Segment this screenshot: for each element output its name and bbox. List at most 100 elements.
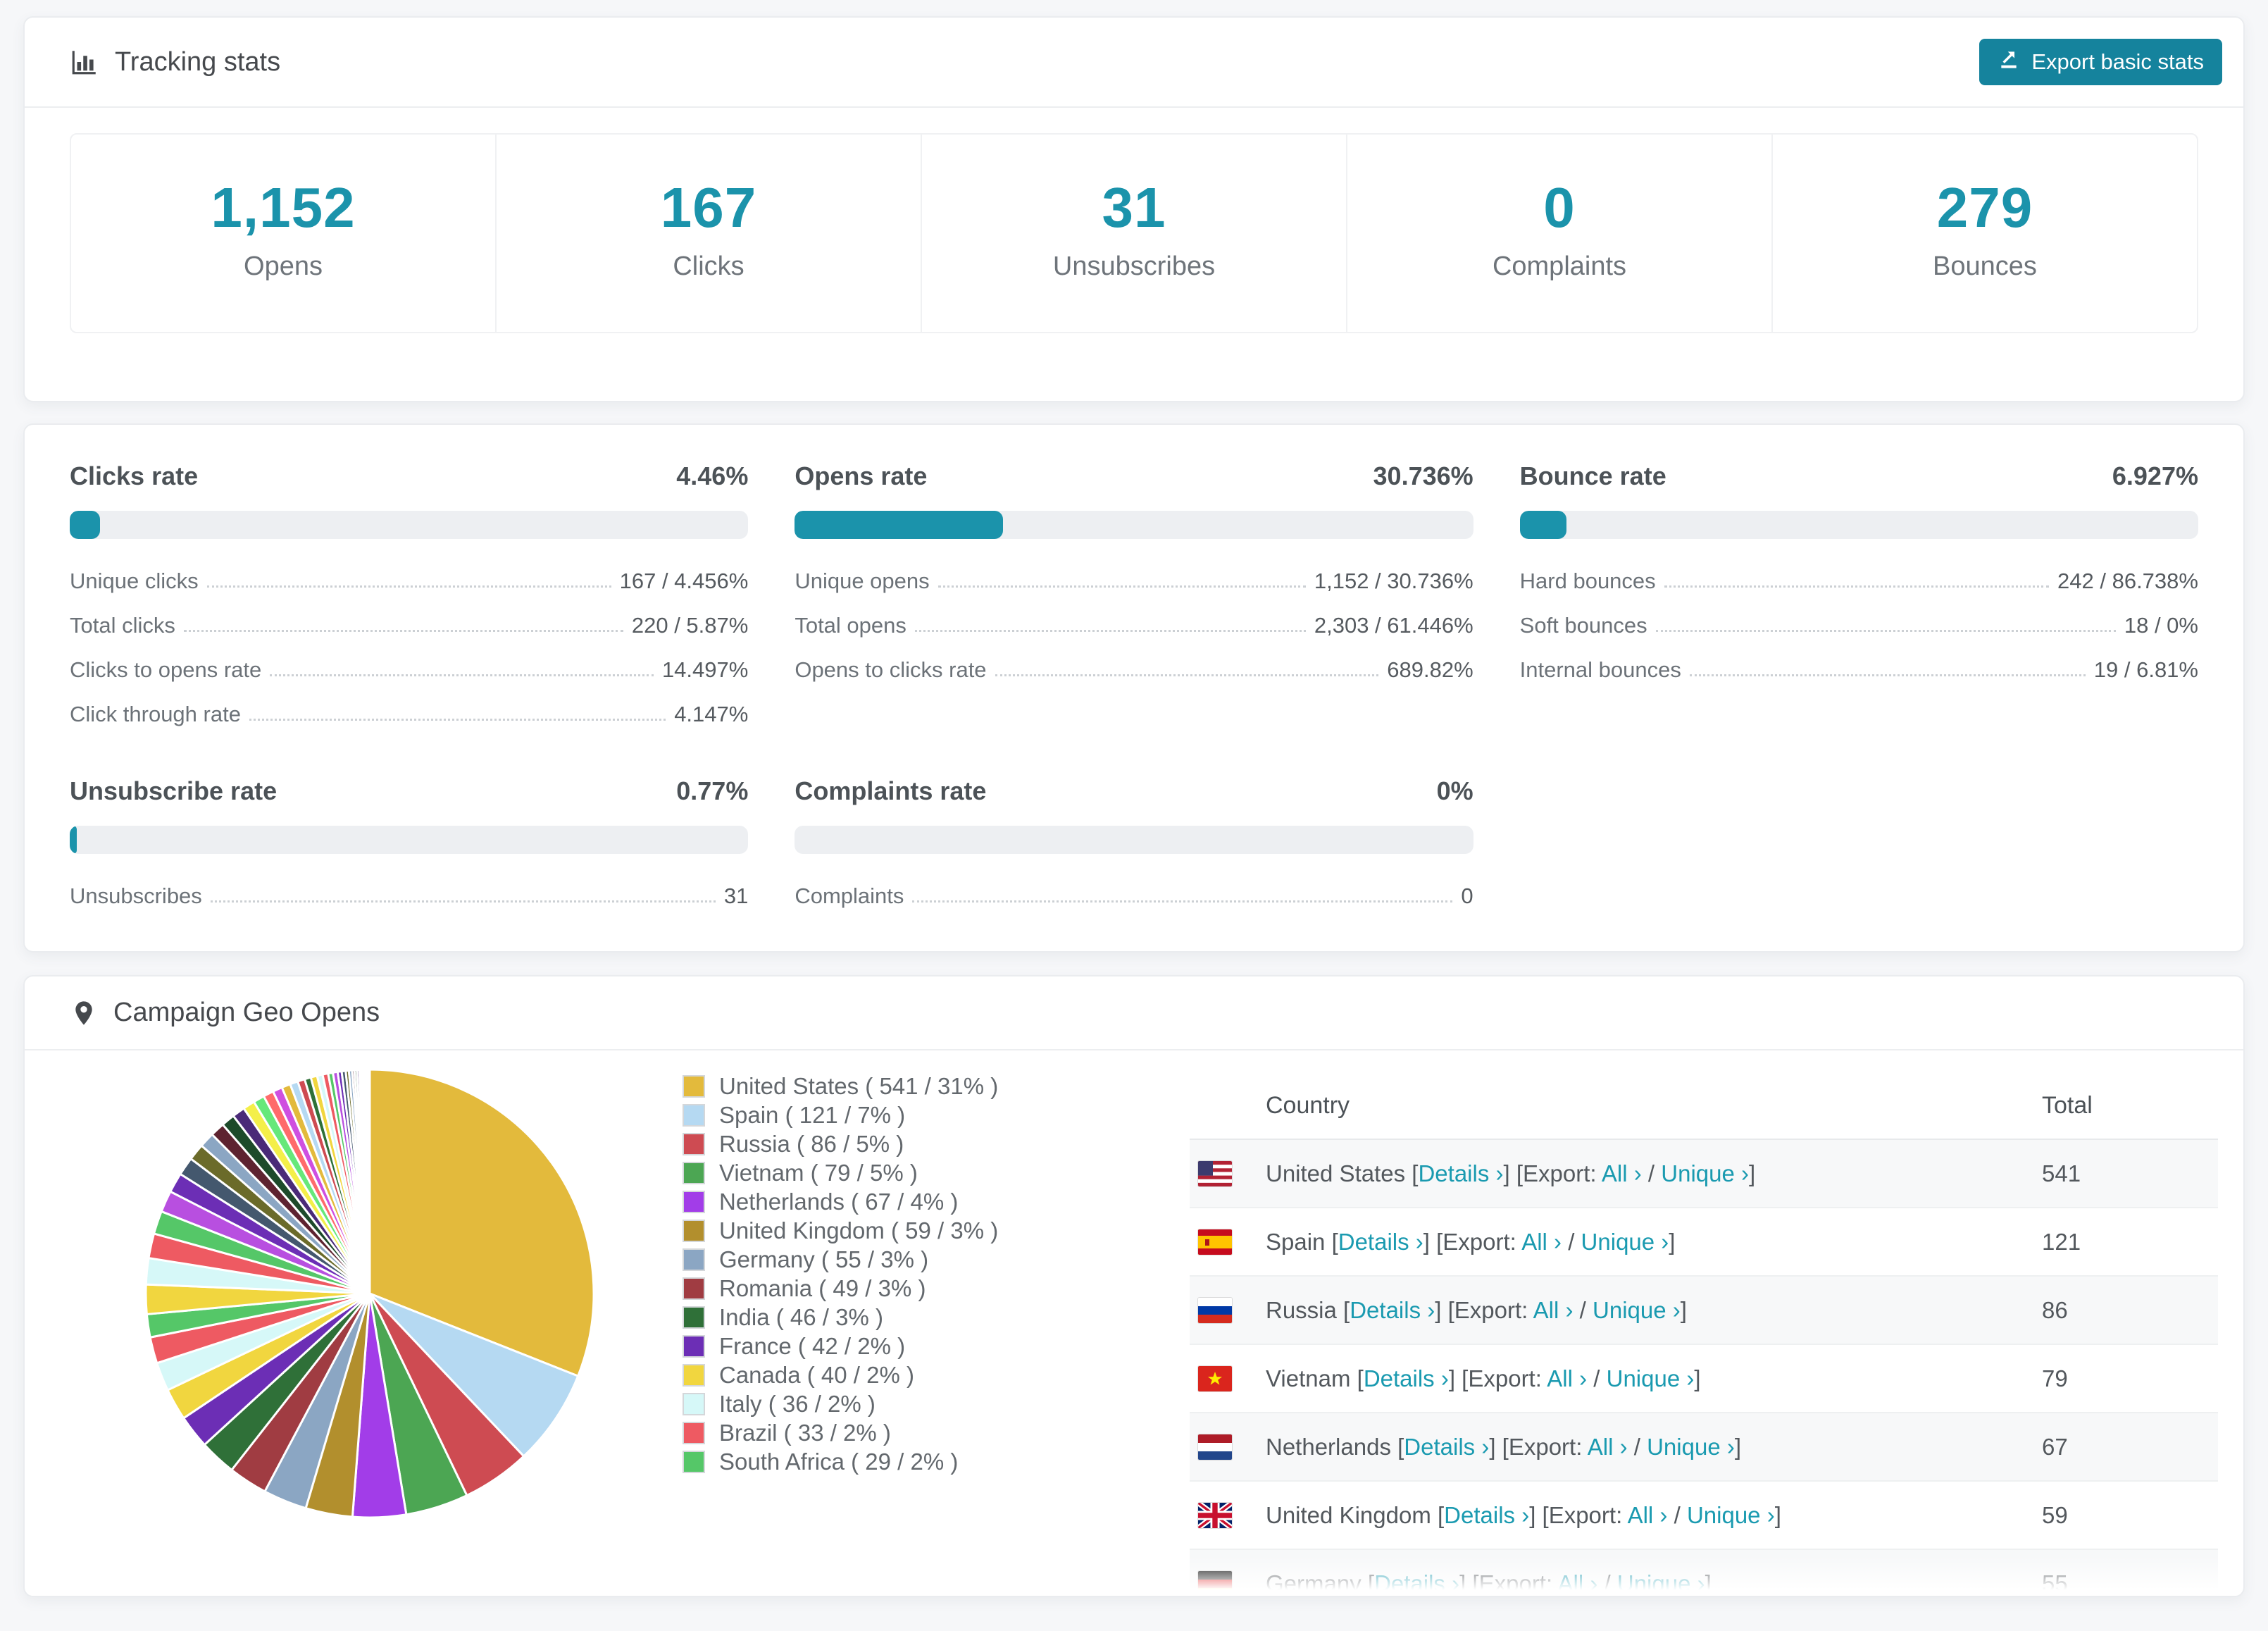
geo-content: United States ( 541 / 31% ) Spain ( 121 /… (25, 1050, 2243, 1596)
country-cell: Russia [Details ›] [Export: All › / Uniq… (1190, 1297, 2042, 1324)
export-unique-link[interactable]: Unique › (1581, 1228, 1669, 1255)
export-unique-link[interactable]: Unique › (1661, 1160, 1749, 1186)
legend-item-canada[interactable]: Canada ( 40 / 2% ) (683, 1360, 1190, 1389)
legend-item-south-africa[interactable]: South Africa ( 29 / 2% ) (683, 1447, 1190, 1476)
geo-table-header: Country Total (1190, 1073, 2218, 1140)
detail-label: Complaints (795, 883, 904, 908)
table-row-de: Germany [Details ›] [Export: All › / Uni… (1190, 1549, 2218, 1596)
legend-swatch (683, 1363, 705, 1387)
pie-slice-spain[interactable] (368, 1292, 580, 1458)
legend-item-united-states[interactable]: United States ( 541 / 31% ) (683, 1072, 1190, 1100)
export-basic-stats-button[interactable]: Export basic stats (1979, 39, 2222, 85)
table-row-nl: Netherlands [Details ›] [Export: All › /… (1190, 1412, 2218, 1480)
export-all-link[interactable]: All › (1547, 1365, 1588, 1391)
export-all-link[interactable]: All › (1587, 1433, 1628, 1460)
rates-card: Clicks rate 4.46% Unique clicks 167 / 4.456… (23, 423, 2245, 953)
details-link[interactable]: Details › (1404, 1433, 1490, 1460)
details-link[interactable]: Details › (1444, 1501, 1530, 1528)
export-icon (1998, 48, 2020, 76)
legend-swatch (683, 1132, 705, 1155)
detail-value: 4.147% (674, 702, 749, 726)
legend-item-vietnam[interactable]: Vietnam ( 79 / 5% ) (683, 1158, 1190, 1187)
legend-item-united-kingdom[interactable]: United Kingdom ( 59 / 3% ) (683, 1216, 1190, 1245)
details-link[interactable]: Details › (1374, 1570, 1460, 1596)
details-link[interactable]: Details › (1363, 1365, 1449, 1391)
export-all-link[interactable]: All › (1557, 1570, 1598, 1596)
detail-value: 0 (1461, 883, 1473, 908)
pie-slice-united-states[interactable] (368, 1068, 595, 1377)
detail-value: 689.82% (1387, 657, 1473, 682)
detail-value: 19 / 6.81% (2093, 657, 2198, 682)
export-unique-link[interactable]: Unique › (1593, 1296, 1681, 1323)
total-cell: 541 (2042, 1160, 2081, 1186)
pie-slice[interactable] (368, 1068, 371, 1295)
geo-pie-chart[interactable] (70, 1050, 683, 1526)
detail-label: Total opens (795, 613, 906, 638)
export-all-link[interactable]: All › (1533, 1296, 1574, 1323)
details-link[interactable]: Details › (1338, 1228, 1423, 1255)
country-cell-text: Spain [Details ›] [Export: All › / Uniqu… (1266, 1228, 1676, 1255)
dotted-leader (206, 585, 611, 588)
summary-stat-bounces: 279 Bounces (1773, 135, 2197, 332)
table-row-vn: Vietnam [Details ›] [Export: All › / Uni… (1190, 1344, 2218, 1412)
country-cell: Netherlands [Details ›] [Export: All › /… (1190, 1434, 2042, 1461)
export-unique-link[interactable]: Unique › (1686, 1501, 1775, 1528)
rate-detail-row: Complaints 0 (795, 883, 1473, 909)
export-all-link[interactable]: All › (1521, 1228, 1562, 1255)
total-cell: 86 (2042, 1296, 2068, 1323)
summary-stat-opens: 1,152 Opens (71, 135, 497, 332)
country-cell-text: Russia [Details ›] [Export: All › / Uniq… (1266, 1296, 1687, 1323)
legend-label: Germany ( 55 / 3% ) (719, 1246, 929, 1272)
detail-label: Internal bounces (1519, 657, 1681, 682)
country-cell: United Kingdom [Details ›] [Export: All … (1190, 1502, 2042, 1529)
legend-item-romania[interactable]: Romania ( 49 / 3% ) (683, 1274, 1190, 1303)
details-link[interactable]: Details › (1350, 1296, 1435, 1323)
legend-item-russia[interactable]: Russia ( 86 / 5% ) (683, 1129, 1190, 1158)
export-unique-link[interactable]: Unique › (1647, 1433, 1735, 1460)
legend-label: Vietnam ( 79 / 5% ) (719, 1159, 918, 1186)
map-pin-icon (70, 999, 98, 1027)
rate-detail-row: Click through rate 4.147% (70, 702, 748, 727)
legend-swatch (683, 1074, 705, 1098)
de-flag-icon (1198, 1570, 1232, 1596)
gb-flag-icon (1198, 1502, 1232, 1528)
country-name: Spain (1266, 1228, 1326, 1255)
legend-label: South Africa ( 29 / 2% ) (719, 1448, 959, 1475)
country-cell-text: Netherlands [Details ›] [Export: All › /… (1266, 1433, 1741, 1460)
rate-block-bounce-rate: Bounce rate 6.927% Hard bounces 242 / 86.73… (1519, 461, 2198, 727)
legend-swatch (683, 1306, 705, 1329)
legend-swatch (683, 1334, 705, 1358)
legend-label: Italy ( 36 / 2% ) (719, 1390, 876, 1417)
stat-label: Unsubscribes (1052, 252, 1216, 281)
export-all-link[interactable]: All › (1627, 1501, 1668, 1528)
export-unique-link[interactable]: Unique › (1606, 1365, 1695, 1391)
legend-label: Russia ( 86 / 5% ) (719, 1130, 904, 1157)
dotted-leader (183, 630, 623, 632)
rate-header: Opens rate 30.736% (795, 461, 1473, 491)
progress-bar-fill (70, 511, 100, 539)
rate-title: Clicks rate (70, 461, 199, 490)
country-name: Vietnam (1266, 1365, 1351, 1391)
total-cell: 79 (2042, 1365, 2068, 1391)
dotted-leader (937, 585, 1306, 588)
progress-bar (795, 511, 1473, 539)
export-unique-link[interactable]: Unique › (1616, 1570, 1705, 1596)
table-row-es: Spain [Details ›] [Export: All › / Uniqu… (1190, 1207, 2218, 1275)
legend-item-france[interactable]: France ( 42 / 2% ) (683, 1332, 1190, 1360)
stat-value: 1,152 (211, 176, 356, 239)
legend-item-netherlands[interactable]: Netherlands ( 67 / 4% ) (683, 1187, 1190, 1216)
progress-bar (1519, 511, 2198, 539)
column-header-country: Country (1266, 1092, 1350, 1119)
legend-swatch (683, 1392, 705, 1415)
legend-item-india[interactable]: India ( 46 / 3% ) (683, 1303, 1190, 1332)
country-cell: Spain [Details ›] [Export: All › / Uniqu… (1190, 1229, 2042, 1255)
rate-header: Unsubscribe rate 0.77% (70, 776, 748, 806)
legend-item-germany[interactable]: Germany ( 55 / 3% ) (683, 1245, 1190, 1274)
campaign-geo-opens-card: Campaign Geo Opens United States ( 541 /… (23, 975, 2245, 1597)
rate-title: Complaints rate (795, 776, 987, 805)
legend-item-spain[interactable]: Spain ( 121 / 7% ) (683, 1100, 1190, 1129)
details-link[interactable]: Details › (1418, 1160, 1504, 1186)
legend-item-brazil[interactable]: Brazil ( 33 / 2% ) (683, 1418, 1190, 1447)
export-all-link[interactable]: All › (1601, 1160, 1642, 1186)
legend-item-italy[interactable]: Italy ( 36 / 2% ) (683, 1389, 1190, 1418)
